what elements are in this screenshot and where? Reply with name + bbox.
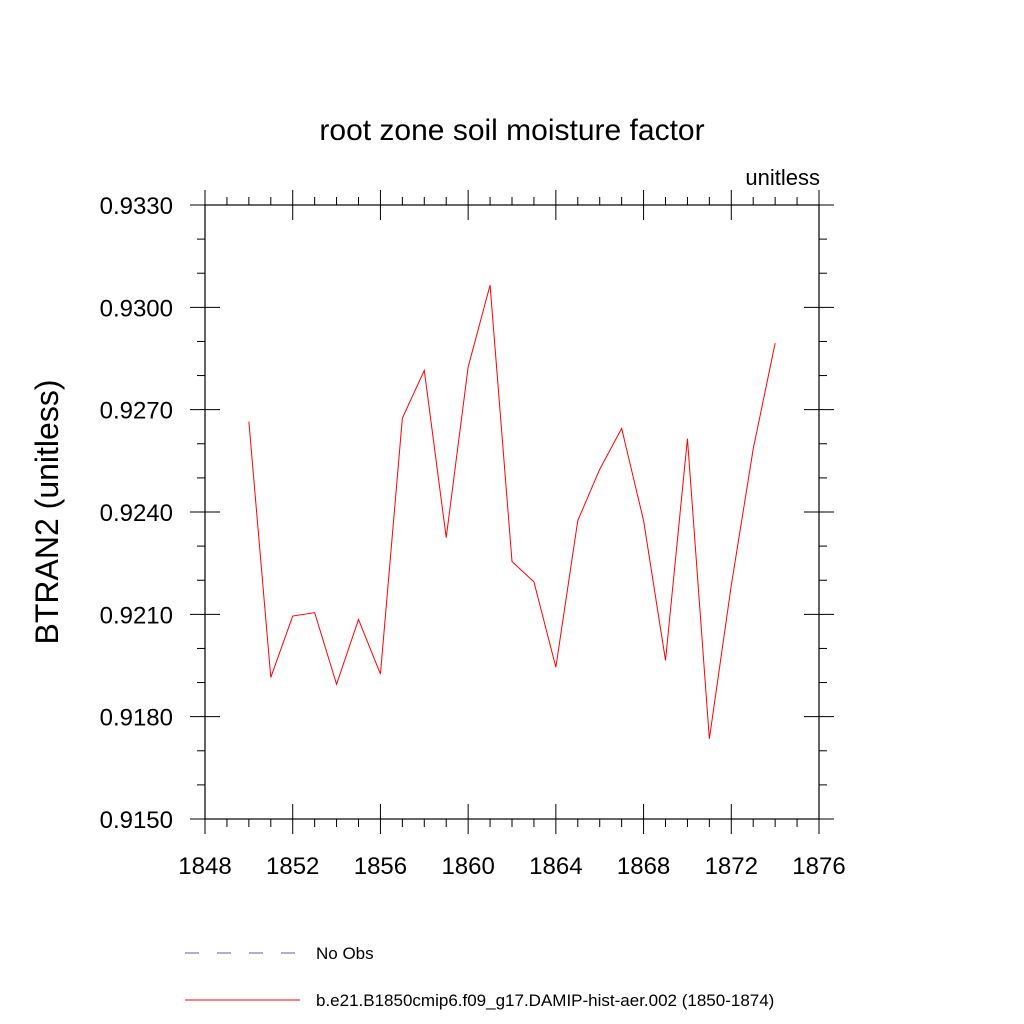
y-tick-label: 0.9240 (100, 500, 173, 527)
legend: No Obs b.e21.B1850cmip6.f09_g17.DAMIP-hi… (185, 944, 774, 1010)
x-tick-label: 1868 (617, 853, 670, 880)
plot-series (248, 285, 776, 739)
legend-label-model-run: b.e21.B1850cmip6.f09_g17.DAMIP-hist-aer.… (316, 991, 774, 1010)
x-tick-label: 1848 (178, 853, 231, 880)
x-tick-label: 1872 (705, 853, 758, 880)
x-tick-label: 1852 (266, 853, 319, 880)
y-tick-label: 0.9150 (100, 807, 173, 834)
x-tick-label: 1860 (441, 853, 494, 880)
series-line (248, 285, 776, 739)
legend-label-no-obs: No Obs (316, 944, 374, 963)
axis-ticks (190, 190, 834, 834)
y-tick-label: 0.9270 (100, 398, 173, 425)
y-tick-label: 0.9180 (100, 705, 173, 732)
plot-frame (204, 204, 820, 820)
x-tick-labels: 1848 1852 1856 1860 1864 1868 1872 1876 (178, 853, 845, 880)
y-tick-labels: 0.9150 0.9180 0.9210 0.9240 0.9270 0.9300 0.93… (100, 193, 173, 834)
y-tick-label: 0.9210 (100, 602, 173, 629)
x-tick-label: 1864 (529, 853, 582, 880)
x-tick-label: 1856 (354, 853, 407, 880)
x-tick-label: 1876 (792, 853, 845, 880)
chart-title: root zone soil moisture factor (319, 114, 704, 147)
units-label: unitless (745, 165, 820, 190)
y-tick-label: 0.9300 (100, 295, 173, 322)
y-axis-label: BTRAN2 (unitless) (29, 380, 65, 645)
y-tick-label: 0.9330 (100, 193, 173, 220)
